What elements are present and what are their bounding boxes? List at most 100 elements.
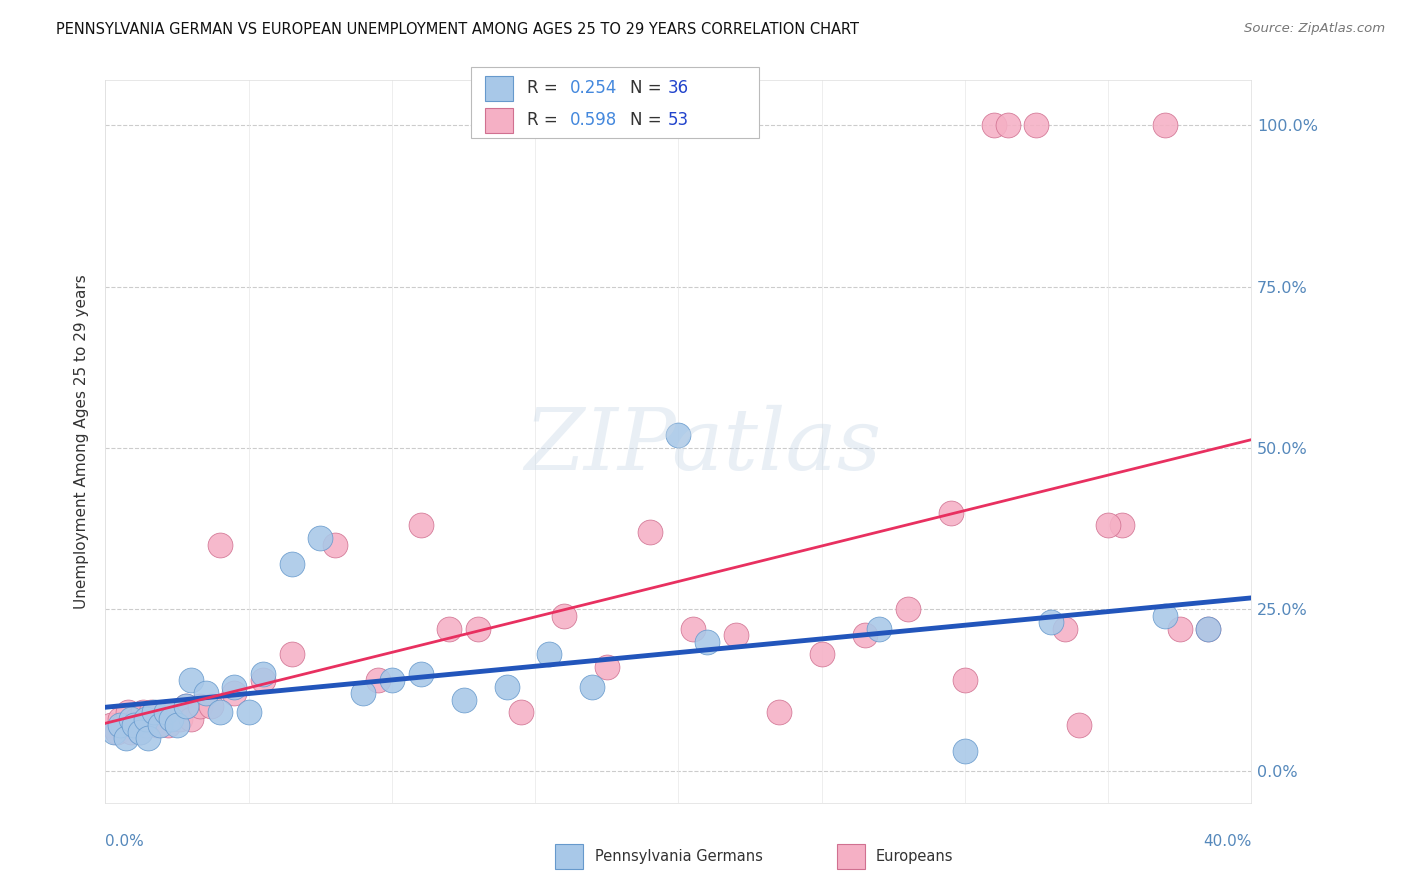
Point (724, 628, 747, 642)
Point (280, 648, 302, 662)
Point (309, 531, 332, 545)
Point (157, 718, 180, 732)
Text: 53: 53 (668, 112, 689, 129)
Point (152, 712, 174, 726)
Y-axis label: Unemployment Among Ages 25 to 29 years: Unemployment Among Ages 25 to 29 years (75, 274, 90, 609)
Point (174, 699, 197, 714)
Point (125, 712, 148, 726)
Text: Pennsylvania Germans: Pennsylvania Germans (595, 849, 762, 863)
Point (174, 699, 197, 714)
Point (352, 686, 374, 700)
Point (105, 724, 128, 739)
Text: PENNSYLVANIA GERMAN VS EUROPEAN UNEMPLOYMENT AMONG AGES 25 TO 29 YEARS CORRELATI: PENNSYLVANIA GERMAN VS EUROPEAN UNEMPLOY… (56, 22, 859, 37)
Point (180, 712, 202, 726)
Point (224, 680, 246, 694)
Point (409, 666, 432, 681)
Text: N =: N = (630, 79, 666, 97)
Point (381, 673, 404, 688)
Point (1154, 119, 1177, 133)
Point (209, 538, 232, 552)
Point (1111, 518, 1133, 533)
Text: ZIPatlas: ZIPatlas (524, 405, 882, 487)
Point (1039, 615, 1062, 630)
Point (453, 692, 475, 706)
Text: 40.0%: 40.0% (1204, 834, 1251, 849)
Point (553, 608, 575, 623)
Point (117, 706, 139, 720)
Text: Source: ZipAtlas.com: Source: ZipAtlas.com (1244, 22, 1385, 36)
Point (108, 718, 131, 732)
Point (131, 706, 153, 720)
Point (1025, 119, 1047, 133)
Point (853, 628, 876, 642)
Point (146, 718, 169, 732)
Point (138, 712, 160, 726)
Point (108, 712, 131, 726)
Point (169, 712, 191, 726)
Point (122, 718, 145, 732)
Point (141, 706, 163, 720)
Point (323, 538, 346, 552)
Point (939, 506, 962, 520)
Point (868, 622, 890, 636)
Point (160, 712, 183, 726)
Point (983, 119, 1005, 133)
Point (509, 706, 531, 720)
Point (810, 648, 832, 662)
Point (120, 724, 142, 739)
Point (367, 673, 389, 688)
Point (897, 602, 920, 616)
Point (252, 666, 274, 681)
Point (128, 724, 150, 739)
Point (581, 680, 603, 694)
Point (1054, 622, 1077, 636)
Point (252, 673, 274, 688)
Point (138, 731, 160, 746)
Point (188, 699, 211, 714)
Point (467, 622, 489, 636)
Point (495, 680, 517, 694)
Point (224, 686, 246, 700)
Point (1197, 622, 1219, 636)
Point (114, 731, 136, 746)
Point (111, 718, 134, 732)
Text: R =: R = (527, 79, 564, 97)
Text: N =: N = (630, 112, 666, 129)
Text: 0.598: 0.598 (569, 112, 617, 129)
Point (120, 712, 142, 726)
Point (180, 673, 202, 688)
Point (200, 699, 222, 714)
Point (135, 718, 157, 732)
Point (997, 119, 1019, 133)
Point (1097, 518, 1119, 533)
Point (538, 648, 561, 662)
Point (1069, 718, 1091, 732)
Point (194, 686, 217, 700)
Point (1197, 622, 1219, 636)
Text: 36: 36 (668, 79, 689, 97)
Point (280, 557, 302, 571)
Point (696, 634, 718, 648)
Point (638, 524, 661, 539)
Point (149, 718, 172, 732)
Point (409, 518, 432, 533)
Point (135, 712, 157, 726)
Text: Europeans: Europeans (876, 849, 953, 863)
Point (1154, 608, 1177, 623)
Point (596, 660, 619, 674)
Point (166, 718, 188, 732)
Point (666, 428, 689, 442)
Point (209, 706, 232, 720)
Point (100, 718, 122, 732)
Text: 0.254: 0.254 (569, 79, 617, 97)
Point (238, 706, 260, 720)
Point (953, 744, 976, 758)
Point (439, 622, 461, 636)
Point (682, 622, 704, 636)
Point (768, 706, 790, 720)
Point (103, 724, 125, 739)
Point (143, 706, 166, 720)
Point (953, 673, 976, 688)
Point (128, 724, 150, 739)
Text: R =: R = (527, 112, 564, 129)
